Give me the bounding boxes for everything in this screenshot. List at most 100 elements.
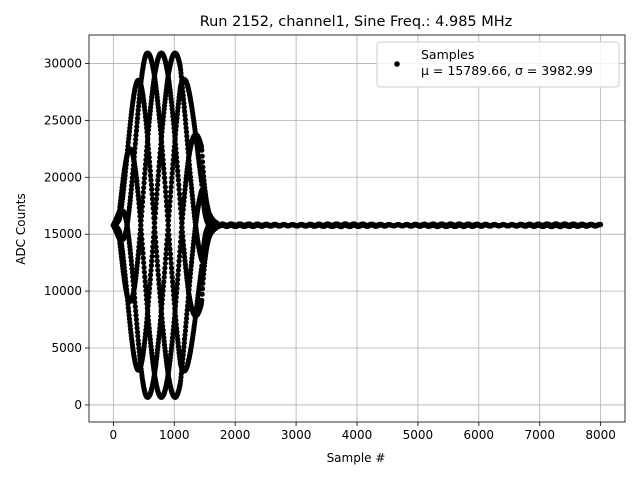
- y-tick-label: 20000: [44, 170, 82, 184]
- data-point: [161, 170, 167, 176]
- data-point: [148, 177, 154, 183]
- data-point: [155, 182, 161, 188]
- data-point: [182, 117, 188, 123]
- y-tick-label: 25000: [44, 113, 82, 127]
- data-point: [140, 250, 146, 256]
- data-point: [183, 319, 189, 326]
- data-point: [153, 248, 160, 255]
- data-point: [167, 198, 173, 204]
- data-point: [188, 178, 194, 184]
- legend-entry-stats: μ = 15789.66, σ = 3982.99: [421, 63, 593, 78]
- data-point: [180, 242, 187, 248]
- data-point: [187, 278, 193, 285]
- data-point: [172, 303, 179, 309]
- data-point: [172, 131, 179, 137]
- data-point: [146, 150, 152, 156]
- y-tick-label: 15000: [44, 227, 82, 241]
- data-point: [152, 225, 158, 231]
- data-point: [172, 137, 178, 143]
- data-point: [140, 194, 146, 200]
- data-point: [174, 163, 180, 169]
- data-point: [170, 161, 176, 167]
- data-point: [181, 198, 187, 204]
- data-point: [153, 205, 159, 211]
- data-point: [179, 360, 185, 366]
- data-point: [181, 250, 187, 256]
- data-point: [182, 108, 188, 114]
- data-point: [170, 331, 176, 337]
- data-point: [138, 222, 144, 228]
- legend-box: [376, 41, 620, 88]
- data-point: [173, 127, 179, 133]
- data-point: [174, 329, 180, 335]
- data-point: [159, 133, 165, 139]
- data-point: [167, 251, 173, 257]
- data-point: [173, 299, 179, 305]
- data-point: [188, 267, 194, 273]
- data-point: [163, 246, 169, 252]
- data-point: [140, 199, 146, 205]
- data-point: [174, 119, 180, 125]
- data-point: [187, 174, 194, 180]
- data-point: [142, 278, 148, 285]
- data-point: [146, 325, 152, 331]
- data-point: [145, 146, 151, 152]
- data-point: [173, 321, 179, 327]
- data-point: [180, 356, 186, 362]
- data-point: [134, 185, 141, 191]
- data-point: [136, 248, 142, 254]
- data-point: [175, 272, 181, 278]
- data-point: [136, 341, 142, 347]
- data-point: [168, 189, 174, 195]
- data-point: [133, 128, 139, 134]
- data-point: [170, 113, 176, 120]
- chart-title: Run 2152, channel1, Sine Freq.: 4.985 MH…: [200, 14, 513, 30]
- data-point: [159, 125, 165, 131]
- data-point: [152, 215, 158, 221]
- data-point: [147, 163, 153, 169]
- data-point: [155, 263, 161, 269]
- data-point: [598, 221, 604, 228]
- data-point: [168, 256, 174, 262]
- data-point: [168, 260, 174, 266]
- data-point: [175, 172, 181, 179]
- data-point: [200, 164, 206, 170]
- data-point: [155, 272, 161, 278]
- data-point: [153, 244, 159, 250]
- data-point: [172, 309, 178, 315]
- data-point: [199, 297, 205, 303]
- data-point: [187, 271, 194, 277]
- data-point: [187, 166, 193, 172]
- y-axis-label: ADC Counts: [14, 193, 28, 265]
- data-point: [176, 253, 183, 259]
- data-point: [152, 229, 158, 235]
- data-point: [142, 161, 149, 167]
- data-point: [166, 213, 172, 219]
- data-point: [136, 99, 142, 105]
- data-point: [168, 184, 174, 190]
- data-point: [200, 169, 206, 175]
- data-point: [180, 96, 187, 102]
- data-point: [146, 123, 152, 129]
- data-point: [176, 258, 182, 264]
- x-tick-label: 1000: [159, 428, 190, 442]
- data-point: [181, 100, 187, 106]
- data-point: [199, 286, 206, 292]
- data-point: [132, 304, 138, 310]
- data-point: [184, 133, 190, 139]
- data-point: [139, 208, 145, 214]
- data-point: [177, 248, 183, 255]
- data-point: [136, 103, 142, 109]
- y-tick-label: 30000: [44, 56, 82, 70]
- data-point: [169, 175, 175, 181]
- y-tick-label: 0: [74, 398, 82, 412]
- x-tick-label: 3000: [281, 428, 312, 442]
- data-point: [147, 168, 153, 174]
- data-point: [180, 207, 186, 213]
- y-tick-label: 5000: [51, 341, 82, 355]
- data-point: [199, 159, 206, 165]
- data-point: [160, 327, 166, 333]
- data-point: [201, 271, 207, 277]
- data-point: [187, 275, 193, 281]
- data-point: [189, 259, 195, 265]
